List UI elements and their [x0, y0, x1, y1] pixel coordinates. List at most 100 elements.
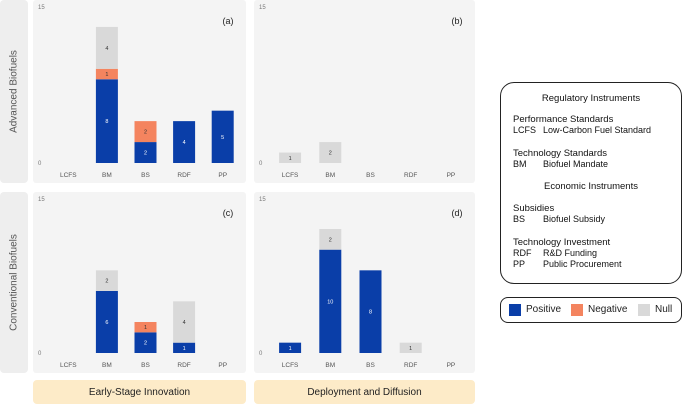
bar-d-rdf-null: [399, 342, 422, 353]
ytick-top-c: 15: [38, 197, 45, 203]
data-label-d-bs-positive: 8: [369, 310, 372, 316]
panel-b-bg: [254, 0, 475, 183]
data-label-c-bs-positive: 2: [144, 341, 147, 347]
info-name-pp: Public Procurement: [543, 259, 622, 269]
bar-c-bs-positive: [134, 332, 157, 353]
data-label-c-rdf-positive: 1: [183, 346, 186, 352]
data-label-c-bm-null: 2: [105, 279, 108, 285]
data-label-a-bs-negative: 2: [144, 130, 147, 136]
data-label-a-rdf-positive: 4: [183, 140, 186, 146]
xtick-d-lcfs: LCFS: [282, 362, 299, 369]
bar-c-bm-null: [95, 270, 118, 291]
info-econ-title: Economic Instruments: [544, 181, 638, 192]
bar-a-bm-null: [95, 26, 118, 69]
xtick-a-rdf: RDF: [177, 172, 190, 179]
data-label-d-lcfs-positive: 1: [289, 346, 292, 352]
xtick-c-lcfs: LCFS: [60, 362, 77, 369]
xtick-a-pp: PP: [218, 172, 227, 179]
xtick-d-pp: PP: [447, 362, 456, 369]
phase-band-deployment: Deployment and Diffusion: [254, 380, 475, 404]
legend-swatch-positive: [509, 304, 521, 316]
row-label-conventional: Conventional Biofuels: [8, 234, 20, 331]
phase-band-early: Early-Stage Innovation: [33, 380, 246, 404]
bar-a-bs-negative: [134, 121, 157, 143]
bar-d-bm-positive: [319, 249, 342, 353]
ytick-top-b: 15: [259, 5, 266, 11]
row-band-conventional: [0, 192, 28, 373]
legend: Positive Negative Null: [500, 297, 682, 323]
data-label-d-bm-positive: 10: [327, 299, 333, 305]
bar-d-bs-positive: [359, 270, 382, 353]
info-abbr-bm: BM: [513, 159, 527, 169]
xtick-b-bm: BM: [325, 172, 335, 179]
info-heading-performance: Performance Standards: [513, 114, 614, 125]
info-name-bm: Biofuel Mandate: [543, 159, 609, 169]
data-label-c-bm-positive: 6: [105, 320, 108, 326]
chart-panel-b: 15 0 (b) 1 LCFS 2 BM BS RDF PP: [259, 5, 463, 179]
instruments-box: Regulatory Instruments Performance Stand…: [500, 82, 682, 284]
xtick-a-lcfs: LCFS: [60, 172, 77, 179]
legend-swatch-negative: [571, 304, 583, 316]
info-name-bs: Biofuel Subsidy: [543, 214, 606, 224]
info-abbr-lcfs: LCFS: [513, 125, 537, 135]
xtick-b-bs: BS: [366, 172, 375, 179]
legend-label-negative: Negative: [588, 304, 628, 315]
bar-a-rdf-positive: [173, 121, 196, 163]
bar-d-bm-null: [319, 229, 342, 250]
data-label-d-rdf-null: 1: [409, 346, 412, 352]
info-heading-subsidies: Subsidies: [513, 203, 555, 214]
info-abbr-bs: BS: [513, 214, 526, 224]
data-label-a-bm-negative: 1: [105, 72, 108, 78]
bar-d-lcfs-positive: [279, 342, 302, 353]
data-label-a-bm-positive: 8: [105, 119, 108, 125]
ytick-bottom-b: 0: [259, 161, 263, 167]
xtick-c-bm: BM: [102, 362, 112, 369]
xtick-b-lcfs: LCFS: [282, 172, 299, 179]
xtick-c-bs: BS: [141, 362, 150, 369]
info-abbr-rdf: RDF: [513, 248, 532, 258]
panel-label-c: (c): [223, 208, 234, 218]
data-label-a-bs-positive: 2: [144, 151, 147, 157]
chart-panel-c: 15 0 (c) LCFS 6 2 BM 2 1 BS 1 4 RDF PP: [38, 197, 234, 369]
xtick-a-bm: BM: [102, 172, 112, 179]
data-label-d-bm-null: 2: [329, 237, 332, 243]
info-title: Regulatory Instruments: [541, 93, 641, 104]
panel-label-a: (a): [223, 16, 234, 26]
xtick-c-rdf: RDF: [177, 362, 190, 369]
data-label-b-lcfs-null: 1: [289, 156, 292, 162]
phase-label-deployment: Deployment and Diffusion: [307, 386, 422, 398]
bar-a-bm-positive: [95, 79, 118, 163]
phase-label-early: Early-Stage Innovation: [88, 386, 191, 398]
info-heading-technology-standards: Technology Standards: [513, 148, 608, 159]
ytick-bottom-d: 0: [259, 351, 263, 357]
bar-b-bm-null: [319, 142, 342, 163]
data-label-c-rdf-null: 4: [183, 320, 186, 326]
panel-label-b: (b): [452, 16, 463, 26]
info-abbr-pp: PP: [513, 259, 526, 269]
row-label-advanced: Advanced Biofuels: [8, 50, 20, 133]
bar-c-rdf-null: [173, 301, 196, 343]
xtick-d-bs: BS: [366, 362, 375, 369]
bar-c-rdf-positive: [173, 342, 196, 353]
xtick-b-rdf: RDF: [404, 172, 417, 179]
bar-a-bs-positive: [134, 142, 157, 163]
bar-a-bm-negative: [95, 68, 118, 80]
legend-label-positive: Positive: [526, 304, 562, 315]
xtick-b-pp: PP: [447, 172, 456, 179]
bar-c-bs-negative: [134, 322, 157, 333]
ytick-top-d: 15: [259, 197, 266, 203]
ytick-bottom-a: 0: [38, 161, 42, 167]
bar-b-lcfs-null: [279, 152, 302, 163]
ytick-bottom-c: 0: [38, 351, 42, 357]
chart-panel-d: 15 0 (d) 1 LCFS 10 2 BM 8 BS 1 RDF PP: [259, 197, 463, 369]
chart-panel-a: 15 0 (a) LCFS 8 1 4 BM 2 2 BS 4 RDF 5 PP: [38, 5, 234, 179]
data-label-a-pp-positive: 5: [221, 135, 224, 141]
panel-label-d: (d): [452, 208, 463, 218]
xtick-d-rdf: RDF: [404, 362, 417, 369]
data-label-c-bs-negative: 1: [144, 325, 147, 331]
xtick-d-bm: BM: [325, 362, 335, 369]
data-label-b-bm-null: 2: [329, 151, 332, 157]
info-name-rdf: R&D Funding: [543, 248, 598, 258]
ytick-top-a: 15: [38, 5, 45, 11]
bar-a-pp-positive: [211, 110, 234, 163]
